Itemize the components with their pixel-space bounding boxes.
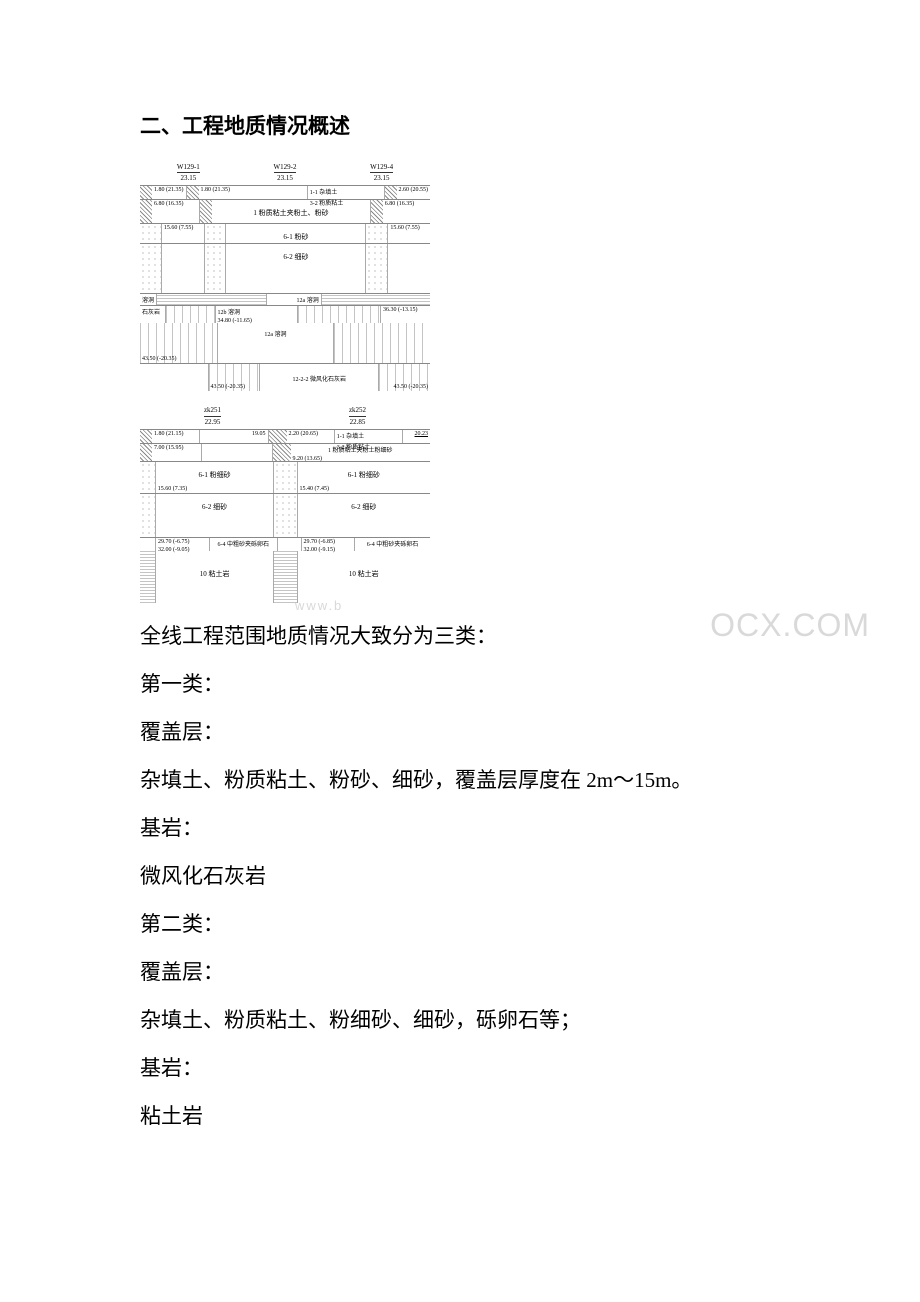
- diagram1-header-3: W129-4 23.15: [370, 163, 393, 183]
- d2-elev: 19.05: [200, 430, 267, 438]
- d1-label: 1.80 (21.35): [152, 186, 186, 194]
- diagram2-header-1: zk251 22.95: [204, 406, 221, 426]
- d2-layer-desc-c2: 6-2 细砂: [298, 494, 430, 520]
- d2-layer-desc-c: 6-2 细砂: [156, 494, 274, 520]
- d1-label-12b: 12b 溶洞: [216, 306, 298, 317]
- d1-pile-val: 36.30 (-13.15): [381, 306, 430, 314]
- d2-layer-desc-d: 6-4 中粗砂夹砾卵石: [210, 538, 278, 549]
- d2-layer-desc-a: 1 粉质粘土夹粉土粉细砂: [291, 444, 430, 455]
- paragraph-10: 基岩：: [140, 1047, 780, 1089]
- d2-label: 2.20 (20.65): [287, 430, 334, 438]
- d1-layer-desc-1: 1 粉质粘土夹粉土、粉砂: [212, 200, 370, 226]
- paragraph-1: 全线工程范围地质情况大致分为三类：: [140, 615, 780, 657]
- d1-layer-desc-3: 6-2 细砂: [226, 244, 365, 270]
- paragraph-2: 第一类：: [140, 663, 780, 705]
- d2-elev: 20.23: [403, 430, 430, 438]
- diagram1-header-2: W129-2 23.15: [274, 163, 297, 183]
- d2-label: 1.80 (21.15): [152, 430, 199, 438]
- d1-label: 6.80 (16.35): [383, 200, 430, 208]
- paragraph-8: 覆盖层：: [140, 951, 780, 993]
- section-heading: 二、工程地质情况概述: [140, 110, 780, 144]
- d2-label: 29.70 (-6.75): [156, 538, 209, 546]
- geology-diagram-2: zk251 22.95 zk252 22.85 1.80 (21.15) 19.…: [140, 403, 430, 603]
- d2-label: 15.40 (7.45): [298, 485, 332, 493]
- d2-layer-desc-e2: 10 粘土岩: [298, 551, 430, 587]
- d1-right-label-1: 1-1 杂填土: [308, 186, 384, 197]
- d1-label-12a: 12a 溶洞: [267, 294, 321, 305]
- d2-right-label: 1-1 杂填土: [335, 430, 402, 441]
- d1-karst-label: 12-2-2 微风化石灰岩: [260, 364, 378, 384]
- d2-label: 29.70 (-6.85): [302, 538, 355, 546]
- watermark-small: www.b: [295, 598, 343, 613]
- d1-label: 6.80 (16.35): [152, 200, 199, 208]
- d1-label: 2.60 (20.55): [397, 186, 431, 194]
- d1-label-12a-2: 12a 溶洞: [218, 323, 333, 339]
- d1-label: 15.60 (7.55): [388, 224, 430, 232]
- d2-layer-desc-e: 10 粘土岩: [156, 551, 274, 587]
- d1-side-label: 石灰岩: [140, 306, 165, 317]
- d2-layer-desc-d2: 6-4 中粗砂夹砾卵石: [355, 538, 430, 549]
- d1-pile-val: 43.50 (-20.35): [209, 383, 248, 391]
- paragraph-3: 覆盖层：: [140, 711, 780, 753]
- paragraph-11: 粘土岩: [140, 1095, 780, 1137]
- d1-label: 1.80 (21.35): [199, 186, 307, 194]
- paragraph-5: 基岩：: [140, 807, 780, 849]
- diagram2-header-2: zk252 22.85: [349, 406, 366, 426]
- d2-label: 15.60 (7.35): [156, 485, 190, 493]
- paragraph-6: 微风化石灰岩: [140, 855, 780, 897]
- geology-diagram-1: W129-1 23.15 W129-2 23.15 W129-4 23.15 1…: [140, 160, 430, 392]
- d1-bottom-val: 43.50 (-20.35): [140, 355, 179, 363]
- paragraph-4: 杂填土、粉质粘土、粉砂、细砂，覆盖层厚度在 2m～15m。: [140, 759, 780, 801]
- paragraph-7: 第二类：: [140, 903, 780, 945]
- d1-bottom-val-2: 43.50 (-20.35): [391, 383, 430, 391]
- diagram1-header-1: W129-1 23.15: [177, 163, 200, 183]
- d2-label: 7.00 (15.95): [152, 444, 201, 452]
- paragraph-9: 杂填土、粉质粘土、粉细砂、细砂，砾卵石等；: [140, 999, 780, 1041]
- d1-side-label: 溶洞: [140, 294, 156, 305]
- d1-label: 15.60 (7.55): [162, 224, 204, 232]
